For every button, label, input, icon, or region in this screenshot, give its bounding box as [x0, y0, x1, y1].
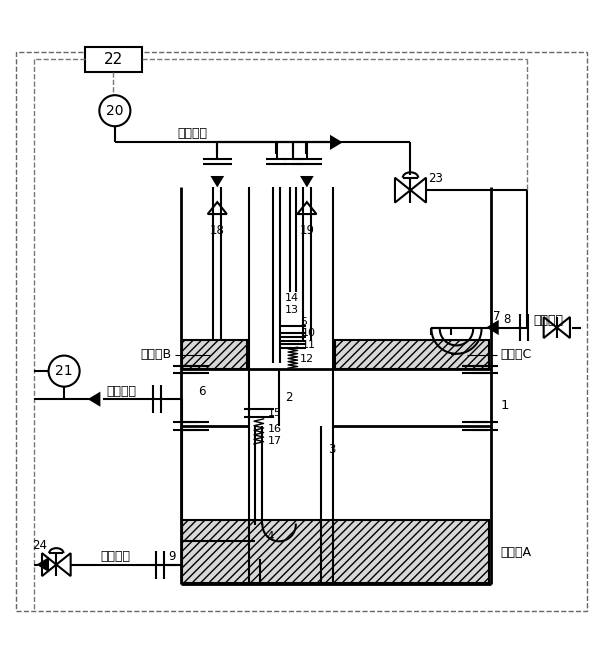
Text: 进气管道: 进气管道: [178, 127, 208, 140]
Polygon shape: [488, 322, 497, 333]
Text: 2: 2: [285, 391, 293, 404]
Text: 15: 15: [268, 408, 282, 418]
Text: 液封层B: 液封层B: [140, 348, 172, 362]
Text: 11: 11: [302, 340, 316, 350]
Text: 24: 24: [32, 539, 47, 552]
Polygon shape: [38, 559, 48, 570]
Text: 10: 10: [302, 328, 316, 338]
Polygon shape: [212, 177, 223, 185]
Text: 进液管道: 进液管道: [533, 314, 563, 327]
Circle shape: [100, 95, 130, 126]
Text: 18: 18: [210, 223, 225, 237]
Text: 1: 1: [500, 399, 509, 412]
Text: 14: 14: [285, 293, 299, 303]
Text: 9: 9: [169, 551, 176, 563]
Text: 出液管道: 出液管道: [100, 551, 130, 563]
Circle shape: [49, 356, 80, 387]
Bar: [182, 520, 490, 582]
Text: 17: 17: [268, 436, 282, 446]
Text: 21: 21: [55, 364, 73, 378]
Text: 出气管道: 出气管道: [106, 385, 136, 398]
Text: 13: 13: [285, 305, 299, 315]
Text: 6: 6: [199, 385, 206, 398]
Text: 4: 4: [266, 530, 274, 543]
Text: 16: 16: [268, 424, 282, 434]
Text: 12: 12: [300, 354, 314, 364]
Bar: [85, 47, 142, 72]
Polygon shape: [331, 137, 341, 148]
Bar: [335, 340, 490, 369]
Text: 7: 7: [493, 309, 501, 323]
Text: 20: 20: [106, 104, 124, 118]
Text: 5: 5: [300, 317, 307, 327]
Text: 液封层C: 液封层C: [500, 348, 532, 362]
Polygon shape: [90, 393, 100, 405]
Text: 液封层A: 液封层A: [500, 547, 531, 559]
Bar: [182, 340, 247, 369]
Text: 8: 8: [503, 313, 511, 326]
Text: 22: 22: [104, 52, 123, 67]
Polygon shape: [302, 177, 312, 185]
Text: 3: 3: [328, 444, 335, 457]
Text: 23: 23: [428, 172, 443, 184]
Text: 19: 19: [299, 223, 314, 237]
